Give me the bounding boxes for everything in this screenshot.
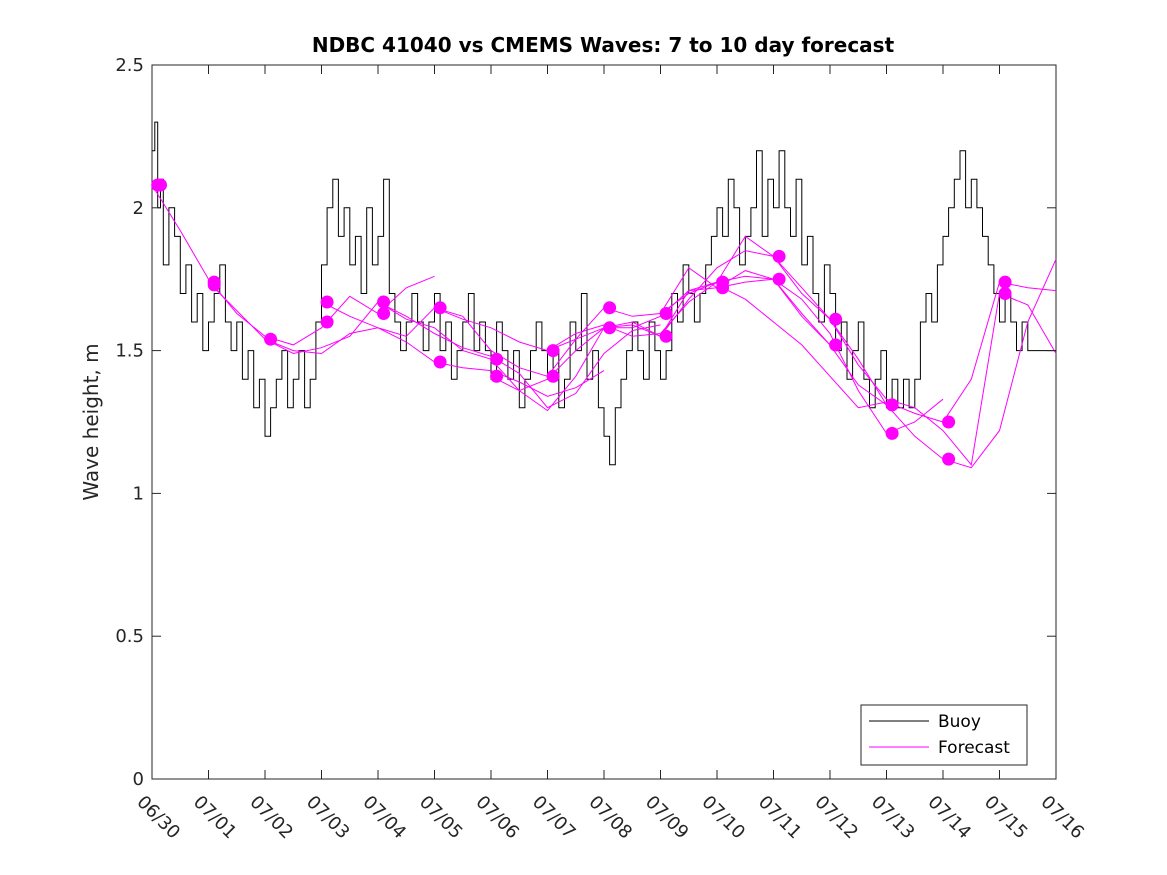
forecast-point — [772, 272, 786, 286]
forecast-point — [829, 338, 843, 352]
forecast-point — [154, 178, 167, 192]
y-tick-label: 0 — [133, 769, 144, 790]
forecast-point — [264, 332, 278, 346]
forecast-point — [659, 307, 673, 320]
legend-forecast-label: Forecast — [938, 738, 1010, 758]
forecast-point — [546, 344, 560, 358]
forecast-point — [998, 275, 1012, 289]
forecast-point — [490, 352, 504, 366]
forecast-point — [377, 295, 391, 309]
legend-buoy-label: Buoy — [938, 712, 981, 732]
y-tick-label: 0.5 — [115, 626, 144, 647]
y-tick-label: 2 — [133, 198, 144, 219]
legend: Buoy Forecast — [860, 704, 1028, 766]
forecast-point — [320, 315, 334, 329]
forecast-line-4 — [377, 250, 774, 412]
legend-box — [860, 704, 1028, 766]
forecast-line-2 — [264, 301, 661, 409]
forecast-point — [942, 452, 956, 466]
chart-title: NDBC 41040 vs CMEMS Waves: 7 to 10 day f… — [312, 33, 895, 57]
forecast-point — [942, 415, 956, 429]
series-layer — [151, 121, 1057, 469]
forecast-point — [320, 295, 334, 309]
forecast-point — [546, 369, 560, 383]
forecast-point — [659, 329, 673, 343]
y-tick-label: 1.5 — [115, 341, 144, 362]
forecast-point — [998, 287, 1012, 300]
y-axis-label: Wave height, m — [79, 343, 103, 500]
forecast-point — [490, 369, 504, 383]
y-tick-label: 2.5 — [115, 55, 144, 76]
forecast-point — [377, 307, 391, 320]
forecast-point — [885, 398, 899, 412]
forecast-point — [716, 281, 730, 295]
forecast-point — [772, 249, 786, 263]
forecast-point — [603, 321, 617, 335]
forecast-point — [433, 301, 447, 315]
forecast-point — [885, 426, 899, 440]
forecast-point — [829, 312, 843, 326]
forecast-point — [433, 355, 447, 369]
y-tick-label: 1 — [133, 483, 144, 504]
forecast-point — [603, 301, 617, 315]
forecast-point — [207, 278, 221, 292]
buoy-line — [152, 121, 1056, 466]
forecast-line-3 — [321, 281, 718, 352]
